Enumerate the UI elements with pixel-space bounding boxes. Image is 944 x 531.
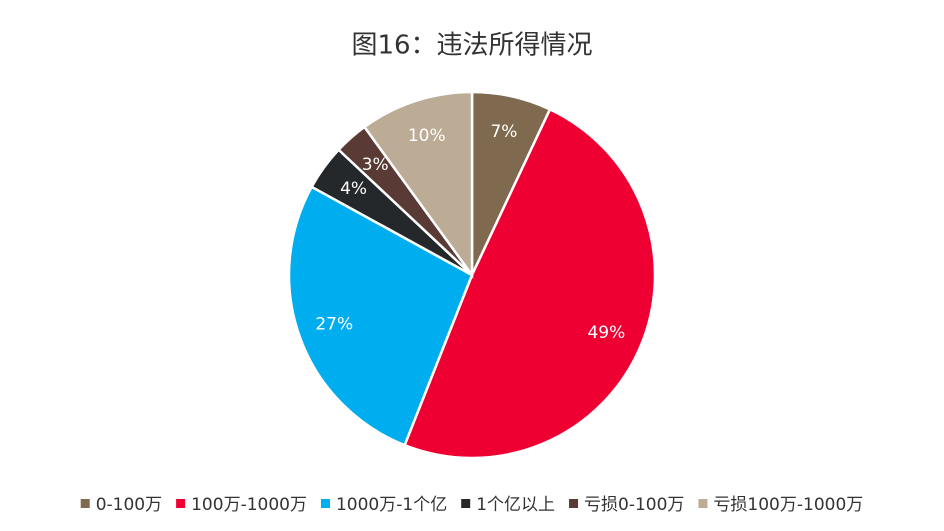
pie-slice xyxy=(362,90,474,279)
legend-swatch xyxy=(461,499,471,508)
legend-label: 1000万-1个亿 xyxy=(336,495,447,515)
data-label: 49% xyxy=(587,323,625,343)
legend-label: 亏损100万-1000万 xyxy=(713,495,863,515)
legend: 0-100万 100万-1000万 1000万-1个亿 1个亿以上 亏损0-100万 亏损… xyxy=(80,495,863,515)
data-label: 10% xyxy=(408,126,446,146)
legend-label: 1个亿以上 xyxy=(476,495,555,515)
pie-slice xyxy=(287,185,474,447)
legend-swatch xyxy=(569,499,579,508)
legend-swatch xyxy=(176,499,186,508)
legend-label: 100万-1000万 xyxy=(191,495,307,515)
chart-title: 图16：违法所得情况 xyxy=(351,31,592,61)
legend-swatch xyxy=(320,499,330,508)
legend-label: 亏损0-100万 xyxy=(584,495,684,515)
data-label: 27% xyxy=(315,315,353,335)
legend-label: 0-100万 xyxy=(96,495,162,515)
data-label: 4% xyxy=(340,179,367,199)
legend-swatch xyxy=(80,499,90,508)
data-label: 7% xyxy=(490,122,517,142)
data-label: 3% xyxy=(362,155,389,175)
pie-slice xyxy=(403,107,657,460)
legend-swatch xyxy=(698,499,708,508)
